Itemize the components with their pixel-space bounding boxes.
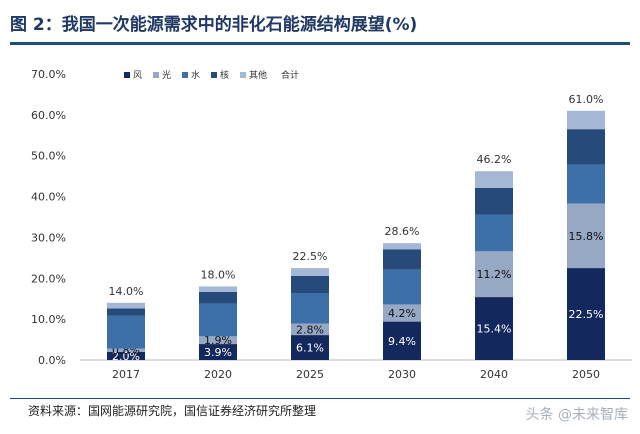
x-tick-label: 2050: [572, 368, 600, 381]
bar-segment-hydro: [199, 303, 237, 337]
legend-swatch: [240, 72, 246, 78]
data-label-solar: 4.2%: [388, 307, 416, 320]
data-label-solar: 11.2%: [477, 268, 512, 281]
y-tick-label: 40.0%: [31, 191, 66, 204]
bar-segment-nuclear: [567, 129, 605, 165]
title-bar: 图 2：我国一次能源需求中的非化石能源结构展望(%): [0, 0, 640, 44]
data-label-wind: 6.1%: [296, 342, 324, 355]
bar-segment-solar: [475, 251, 513, 298]
y-tick-label: 70.0%: [31, 68, 66, 81]
legend-label: 合计: [281, 69, 299, 81]
bar-segment-hydro: [291, 292, 329, 324]
bar-segment-other: [567, 110, 605, 130]
data-label-wind: 2.0%: [112, 350, 140, 363]
bar-segment-nuclear: [383, 249, 421, 270]
bar-segment-other: [475, 171, 513, 188]
legend-swatch: [182, 72, 188, 78]
data-label-solar: 1.9%: [204, 334, 232, 347]
bar-segment-solar: [291, 323, 329, 336]
bar-segment-nuclear: [199, 291, 237, 304]
x-tick-label: 2017: [112, 368, 140, 381]
legend-label: 光: [162, 69, 171, 81]
y-tick-label: 30.0%: [31, 231, 66, 244]
data-label-wind: 22.5%: [569, 308, 604, 321]
bar-segment-solar: [383, 304, 421, 322]
page-title: 图 2：我国一次能源需求中的非化石能源结构展望(%): [10, 14, 418, 35]
bar-segment-other: [383, 243, 421, 250]
y-tick-label: 10.0%: [31, 313, 66, 326]
y-tick-label: 0.0%: [38, 354, 66, 367]
bar-segment-wind: [107, 351, 145, 360]
x-tick-label: 2020: [204, 368, 232, 381]
bar-segment-hydro: [383, 269, 421, 305]
total-label: 61.0%: [569, 93, 604, 106]
bar-segment-other: [107, 302, 145, 309]
legend-label: 风: [133, 70, 142, 81]
bar-segment-solar: [199, 336, 237, 345]
legend-swatch: [153, 72, 159, 78]
bar-segment-wind: [291, 335, 329, 360]
legend-label: 核: [220, 69, 229, 81]
bar-segment-nuclear: [291, 275, 329, 293]
source-note: 资料来源：国网能源研究院，国信证券经济研究所整理: [28, 404, 317, 418]
bar-segment-hydro: [475, 214, 513, 252]
total-label: 14.0%: [109, 285, 144, 298]
watermark: 头条 @未来智库: [525, 407, 628, 423]
bar-segment-wind: [567, 268, 605, 360]
data-label-wind: 3.9%: [204, 346, 232, 359]
data-label-wind: 9.4%: [388, 335, 416, 348]
bar-segment-wind: [383, 321, 421, 360]
legend-swatch: [124, 72, 130, 78]
legend-swatch: [211, 72, 217, 78]
bar-segment-nuclear: [475, 187, 513, 215]
x-tick-label: 2040: [480, 368, 508, 381]
x-tick-label: 2025: [296, 368, 324, 381]
bar-segment-other: [199, 286, 237, 292]
bar-segment-wind: [199, 344, 237, 360]
footer-divider: [10, 398, 630, 399]
x-tick-label: 2030: [388, 368, 416, 381]
title-divider: [10, 42, 630, 45]
y-tick-label: 20.0%: [31, 272, 66, 285]
bar-segment-hydro: [107, 315, 145, 349]
y-tick-label: 60.0%: [31, 109, 66, 122]
stacked-bar-chart: 0.0% 10.0% 20.0% 30.0% 40.0% 50.0% 60.0% 70.0% 2…: [31, 68, 632, 381]
bar-segment-wind: [475, 297, 513, 360]
data-label-wind: 15.4%: [477, 323, 512, 336]
data-label-solar: 15.8%: [569, 230, 604, 243]
bar-segment-hydro: [567, 164, 605, 204]
bar-segment-other: [291, 268, 329, 276]
total-label: 18.0%: [201, 268, 236, 281]
bar-segment-solar: [107, 348, 145, 352]
total-label: 22.5%: [293, 250, 328, 263]
y-tick-label: 50.0%: [31, 150, 66, 163]
bar-segment-solar: [567, 203, 605, 269]
data-label-solar: 2.8%: [296, 323, 324, 336]
legend-label: 水: [191, 69, 200, 81]
bar-segment-nuclear: [107, 308, 145, 316]
total-label: 46.2%: [477, 153, 512, 166]
legend-label: 其他: [249, 69, 267, 81]
total-label: 28.6%: [385, 225, 420, 238]
